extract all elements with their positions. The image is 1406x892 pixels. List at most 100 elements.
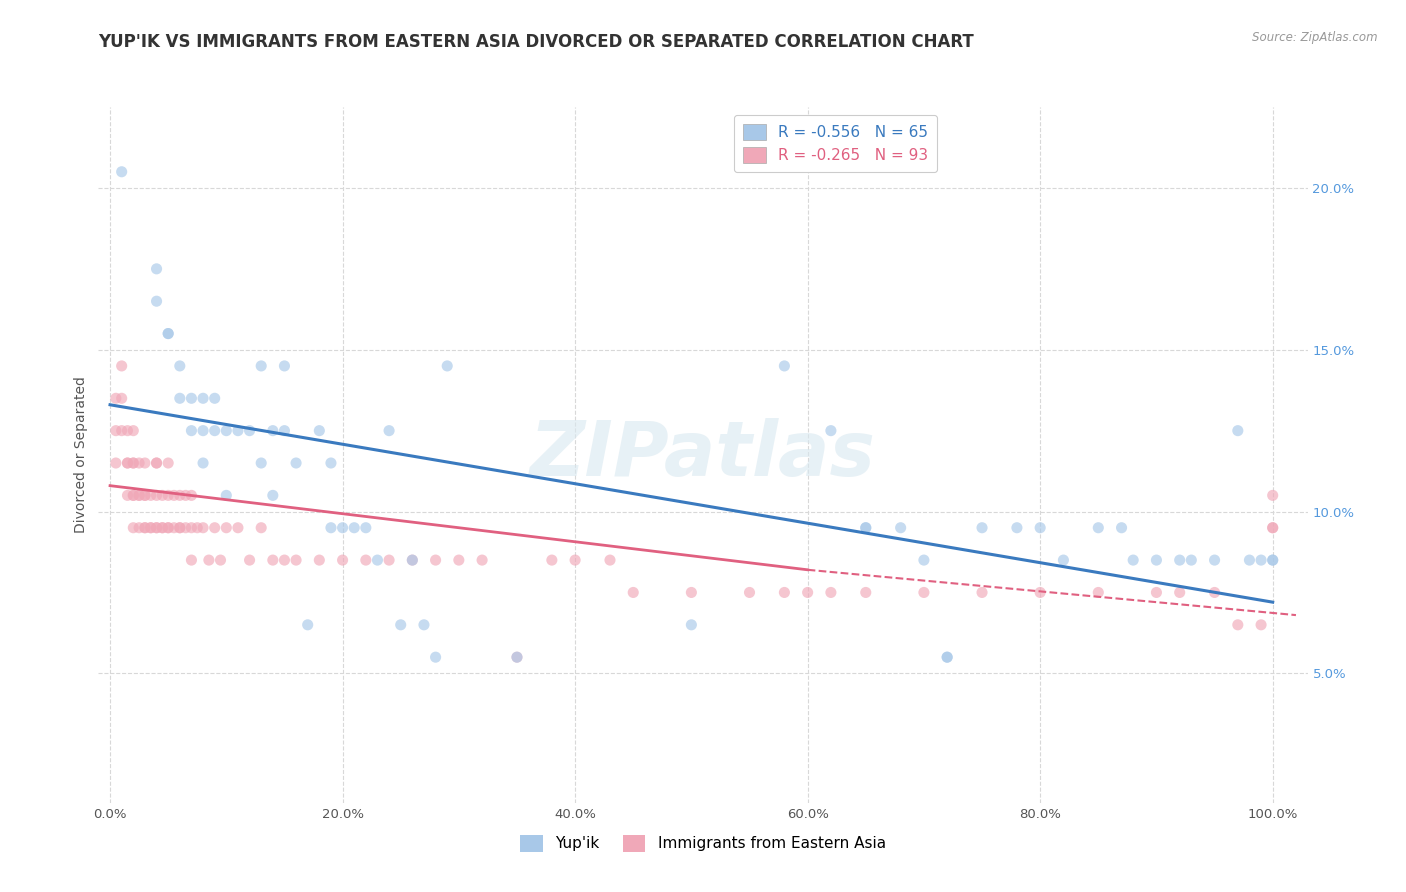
Point — [145, 456, 167, 470]
Point — [104, 424, 127, 438]
Point — [1052, 553, 1074, 567]
Point — [104, 392, 127, 406]
Point — [447, 553, 470, 567]
Point — [122, 424, 145, 438]
Point — [1261, 553, 1284, 567]
Point — [145, 456, 167, 470]
Point — [180, 553, 202, 567]
Point — [128, 456, 150, 470]
Point — [180, 424, 202, 438]
Point — [104, 456, 127, 470]
Point — [111, 392, 134, 406]
Point — [820, 585, 842, 599]
Point — [204, 424, 226, 438]
Point — [117, 424, 139, 438]
Point — [139, 488, 162, 502]
Point — [198, 553, 221, 567]
Point — [169, 392, 191, 406]
Point — [157, 521, 180, 535]
Point — [564, 553, 586, 567]
Point — [285, 553, 308, 567]
Point — [157, 456, 180, 470]
Point — [1005, 521, 1028, 535]
Point — [1087, 585, 1109, 599]
Point — [128, 488, 150, 502]
Point — [145, 521, 167, 535]
Point — [111, 165, 134, 179]
Point — [366, 553, 388, 567]
Point — [1226, 424, 1249, 438]
Point — [936, 650, 959, 665]
Point — [773, 585, 796, 599]
Point — [111, 359, 134, 373]
Point — [169, 488, 191, 502]
Point — [425, 553, 447, 567]
Point — [401, 553, 423, 567]
Point — [413, 617, 436, 632]
Point — [128, 521, 150, 535]
Point — [157, 326, 180, 341]
Point — [215, 488, 238, 502]
Point — [1261, 488, 1284, 502]
Point — [855, 521, 877, 535]
Point — [1029, 521, 1052, 535]
Text: YUP'IK VS IMMIGRANTS FROM EASTERN ASIA DIVORCED OR SEPARATED CORRELATION CHART: YUP'IK VS IMMIGRANTS FROM EASTERN ASIA D… — [98, 33, 974, 52]
Point — [378, 424, 401, 438]
Point — [215, 521, 238, 535]
Point — [890, 521, 912, 535]
Point — [738, 585, 761, 599]
Point — [1204, 553, 1226, 567]
Point — [273, 553, 295, 567]
Point — [1261, 553, 1284, 567]
Point — [285, 456, 308, 470]
Point — [226, 424, 249, 438]
Point — [599, 553, 621, 567]
Point — [681, 585, 703, 599]
Point — [215, 424, 238, 438]
Point — [139, 521, 162, 535]
Point — [436, 359, 458, 373]
Point — [401, 553, 423, 567]
Point — [250, 359, 273, 373]
Point — [1144, 585, 1167, 599]
Text: ZIPatlas: ZIPatlas — [530, 418, 876, 491]
Point — [970, 521, 993, 535]
Point — [157, 521, 180, 535]
Point — [1239, 553, 1261, 567]
Point — [308, 424, 330, 438]
Point — [936, 650, 959, 665]
Point — [139, 521, 162, 535]
Point — [540, 553, 562, 567]
Point — [122, 521, 145, 535]
Point — [145, 488, 167, 502]
Point — [1261, 521, 1284, 535]
Point — [1111, 521, 1133, 535]
Point — [186, 521, 208, 535]
Point — [145, 521, 167, 535]
Point — [134, 456, 156, 470]
Text: Source: ZipAtlas.com: Source: ZipAtlas.com — [1253, 31, 1378, 45]
Point — [912, 585, 935, 599]
Point — [122, 488, 145, 502]
Point — [1226, 617, 1249, 632]
Point — [378, 553, 401, 567]
Point — [204, 392, 226, 406]
Point — [354, 521, 377, 535]
Point — [174, 488, 197, 502]
Point — [332, 521, 354, 535]
Point — [273, 359, 295, 373]
Point — [117, 488, 139, 502]
Point — [773, 359, 796, 373]
Point — [1250, 617, 1272, 632]
Point — [1029, 585, 1052, 599]
Point — [180, 488, 202, 502]
Point — [1144, 553, 1167, 567]
Point — [471, 553, 494, 567]
Point — [425, 650, 447, 665]
Point — [191, 392, 214, 406]
Point — [169, 359, 191, 373]
Point — [134, 488, 156, 502]
Point — [250, 456, 273, 470]
Point — [169, 521, 191, 535]
Point — [134, 521, 156, 535]
